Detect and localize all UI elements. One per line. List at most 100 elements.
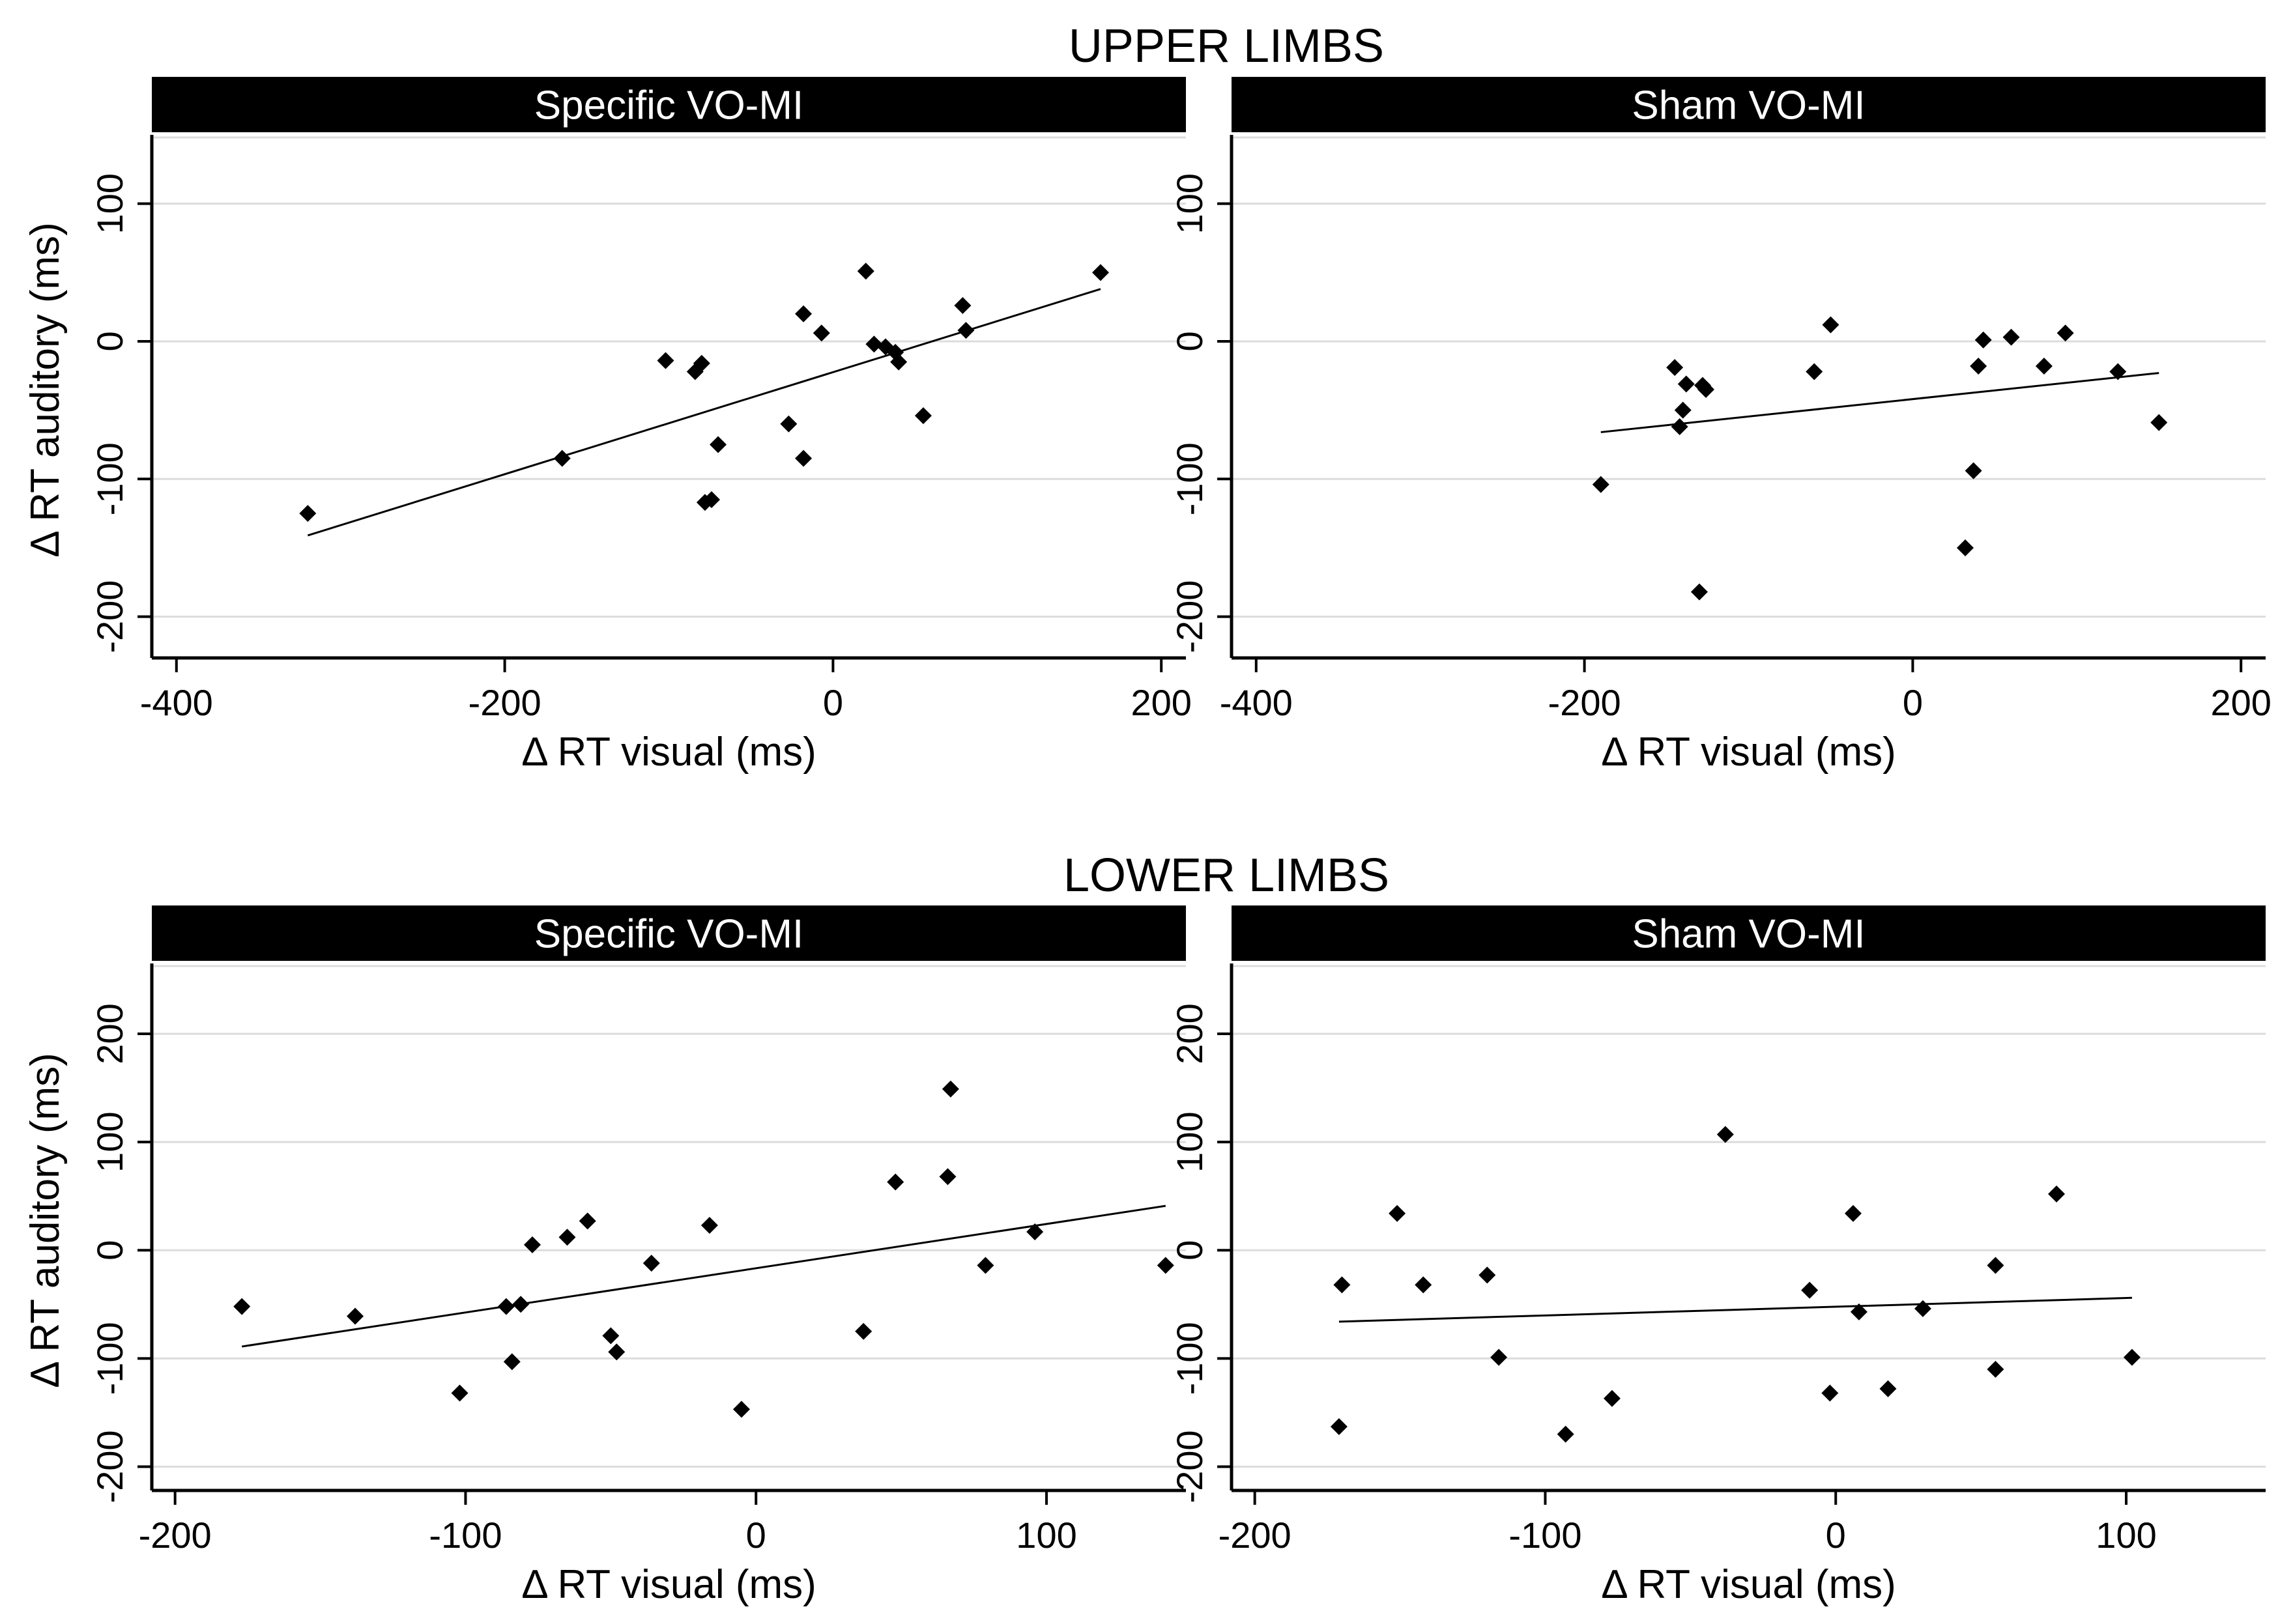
x-tick-label: 0 [823,682,843,723]
data-point [1801,1281,1819,1299]
x-axis-label: Δ RT visual (ms) [1601,730,1896,775]
group-title-upper-limbs: UPPER LIMBS [1069,20,1384,72]
x-tick-label: -200 [1548,682,1621,723]
data-point [1666,359,1684,377]
x-tick-label: -200 [139,1515,212,1556]
data-point [503,1353,521,1371]
data-point [1557,1425,1574,1443]
data-point [1333,1276,1351,1294]
x-tick-label: 0 [1826,1515,1846,1556]
data-point [1987,1360,2004,1378]
data-point [1697,380,1715,398]
data-point [602,1327,620,1345]
y-tick-label: 0 [89,331,130,351]
y-tick-label: 100 [89,1111,130,1172]
x-axis-label: Δ RT visual (ms) [1601,1562,1896,1607]
panel-lower-sham: Sham VO-MI -200 -100 0 100 200 -200 -100 0 100 Δ R… [1169,905,2266,1607]
data-point [579,1212,596,1230]
data-point [1821,1384,1839,1402]
data-point [642,1255,660,1272]
data-point [1389,1204,1406,1222]
data-point [2048,1185,2066,1203]
data-point [1806,363,1823,380]
panel-title: Specific VO-MI [534,83,803,128]
y-tick-label: 0 [89,1240,130,1261]
fit-line [1600,372,2159,433]
x-tick-label: -100 [1508,1515,1581,1556]
data-point [1157,1257,1174,1274]
data-point [1957,539,1974,556]
data-point [1844,1204,1862,1222]
data-point [939,1168,957,1186]
data-point [299,505,317,522]
data-point [813,324,830,342]
data-point [957,322,975,339]
x-tick-label: -400 [140,682,213,723]
data-point [780,415,798,433]
x-axis-label: Δ RT visual (ms) [521,730,816,775]
panel-title: Sham VO-MI [1632,83,1865,128]
data-point [451,1384,469,1402]
data-point [1970,358,1987,375]
panel-title: Specific VO-MI [534,912,803,957]
panel-strip [152,905,1186,961]
fit-line [1338,1296,2132,1323]
data-point [954,297,972,315]
data-point [1490,1348,1508,1366]
x-tick-label: -100 [429,1515,502,1556]
data-point [2109,363,2127,380]
data-point [233,1298,251,1315]
data-point [795,305,813,322]
panel-title: Sham VO-MI [1632,912,1865,957]
data-point [914,407,932,425]
data-point [2123,1348,2141,1366]
data-point [1603,1389,1621,1407]
x-tick-label: 0 [1903,682,1923,723]
y-tick-label: 200 [1169,1003,1210,1064]
data-point [700,1217,718,1234]
x-tick-label: -200 [1219,1515,1291,1556]
y-tick-label: -100 [89,442,130,515]
data-point [1914,1300,1931,1317]
data-point [855,1322,872,1340]
x-tick-label: 100 [1016,1515,1076,1556]
panel-lower-specific: Specific VO-MI -200 -100 0 100 200 -200 -100 0 10… [23,905,1186,1607]
data-point [2002,328,2020,346]
data-point [497,1298,515,1315]
y-tick-label: -200 [1169,1430,1210,1503]
data-point [2056,324,2074,342]
fit-line [241,1204,1166,1348]
data-point [890,353,908,371]
y-tick-label: -100 [89,1322,130,1395]
data-point [732,1401,750,1418]
y-tick-label: -200 [89,1430,130,1503]
data-point [1592,476,1609,493]
data-point [553,449,571,467]
data-point [977,1257,994,1274]
panel-strip [152,77,1186,132]
y-tick-label: 0 [1169,331,1210,351]
data-point [1879,1380,1897,1397]
y-tick-label: 0 [1169,1240,1210,1261]
data-point [693,354,710,372]
x-tick-label: 200 [2210,682,2271,723]
data-point [347,1307,364,1325]
data-point [657,352,674,369]
data-point [1974,331,1992,349]
data-point [710,436,727,453]
data-point [1671,418,1688,435]
data-point [608,1343,626,1361]
y-tick-label: -200 [89,580,130,653]
y-tick-label: -100 [1169,1322,1210,1395]
data-point [1674,401,1692,419]
y-tick-label: -100 [1169,442,1210,515]
data-point [1690,583,1708,601]
x-tick-label: -200 [469,682,541,723]
data-point [1987,1257,2004,1274]
data-point [865,335,883,353]
group-title-lower-limbs: LOWER LIMBS [1063,849,1389,902]
data-point [1478,1266,1496,1284]
panel-strip [1232,77,2266,132]
data-point [2035,358,2053,375]
data-point [702,491,720,508]
